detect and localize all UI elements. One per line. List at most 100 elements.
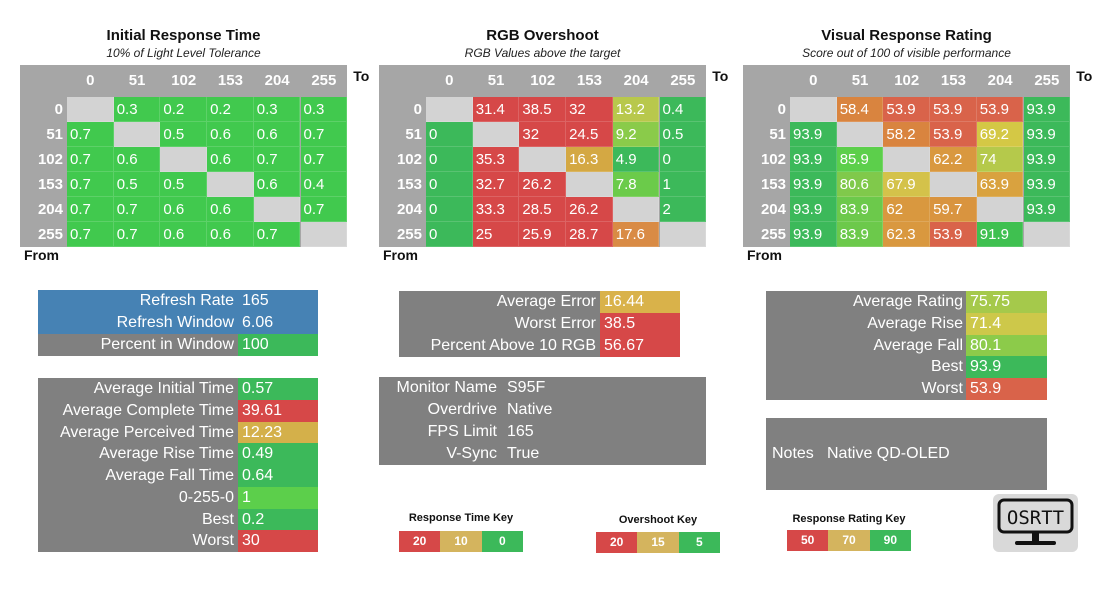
column-header: 255 [670, 72, 696, 89]
grid-title: Visual Response Rating [821, 27, 992, 44]
row-header: 153 [760, 176, 786, 193]
axis-label-to: To [353, 68, 370, 84]
stat-label: V-Sync [446, 445, 497, 462]
stat-row: Refresh Rate 165 [38, 290, 318, 312]
grid-cell: 69.2 [976, 122, 1024, 147]
stat-value: 80.1 [966, 334, 1047, 357]
grid-cell: 62.3 [883, 222, 931, 247]
grid-cell: 93.9 [1023, 122, 1071, 147]
grid-cell: 13.2 [612, 97, 660, 122]
grid-cell: 32.7 [472, 172, 520, 197]
stat-row: Overdrive Native [379, 399, 706, 421]
grid-cell-empty [1023, 222, 1071, 247]
grid-cell: 93.9 [790, 222, 837, 247]
grid-cell: 0.6 [160, 222, 208, 247]
stat-row: Average Error 16.44 [399, 291, 680, 313]
grid-cell: 58.2 [883, 122, 931, 147]
grid-cell: 0 [426, 147, 473, 172]
stat-label: Worst [921, 380, 963, 398]
color-key: 20 10 0 [399, 531, 523, 552]
stat-label: Percent Above 10 RGB [430, 337, 596, 354]
stat-value: 100 [238, 334, 318, 356]
grid-cell: 83.9 [836, 222, 884, 247]
stat-value: 0.57 [238, 378, 318, 400]
grid-cell: 53.9 [976, 97, 1024, 122]
grid-cell: 0.6 [253, 122, 301, 147]
grid-cell: 80.6 [836, 172, 884, 197]
axis-label-from: From [383, 247, 418, 263]
key-swatch: 20 [399, 531, 441, 552]
stat-label: Refresh Window [116, 314, 234, 331]
grid-cell: 0.7 [300, 122, 348, 147]
row-header: 255 [760, 226, 786, 243]
grid-cell-empty [790, 97, 837, 122]
key-swatch: 20 [596, 532, 638, 553]
stat-row: FPS Limit 165 [379, 421, 706, 443]
axis-label-from: From [747, 247, 782, 263]
key-swatch: 15 [637, 532, 679, 553]
stat-row: Average Complete Time 39.61 [38, 399, 318, 422]
grid-cell: 53.9 [930, 97, 977, 122]
grid-cell: 9.2 [612, 122, 660, 147]
row-header: 0 [54, 101, 63, 118]
row-header: 255 [396, 226, 422, 243]
grid-cell: 38.5 [519, 97, 567, 122]
grid-cell-empty [659, 222, 707, 247]
column-header: 153 [217, 72, 243, 89]
grid-cell: 0 [426, 122, 473, 147]
row-header: 153 [396, 176, 422, 193]
grid-cell: 93.9 [790, 122, 837, 147]
grid-subtitle: 10% of Light Level Tolerance [106, 46, 261, 60]
grid-cell-empty [300, 222, 348, 247]
grid-cell: 62 [883, 197, 931, 222]
stat-label: Average Rating [853, 293, 963, 310]
stat-row: Average Initial Time 0.57 [38, 378, 318, 400]
row-header: 102 [396, 151, 422, 168]
grid-cell-empty [207, 172, 254, 197]
key-title: Response Rating Key [792, 513, 906, 525]
column-header: 0 [445, 72, 454, 89]
column-header: 204 [987, 72, 1013, 89]
stat-value: 39.61 [238, 399, 318, 422]
notes-panel: Notes Native QD-OLED [766, 418, 1047, 490]
refresh-panel: Refresh Rate 165 Refresh Window 6.06 Percent… [38, 290, 318, 356]
grid-cell-empty [836, 122, 884, 147]
grid-cell: 0.2 [160, 97, 208, 122]
column-header: 204 [623, 72, 649, 89]
grid-cell: 1 [659, 172, 707, 197]
grid-title: RGB Overshoot [486, 27, 599, 44]
stat-row: Average Fall 80.1 [766, 334, 1047, 357]
grid-cell-empty [160, 147, 208, 172]
stat-value: True [507, 445, 540, 462]
stat-label: Best [930, 358, 963, 376]
grid-cell: 0 [659, 147, 707, 172]
grid-cell-empty [113, 122, 161, 147]
column-header: 102 [530, 72, 556, 89]
grid-cell: 0 [426, 222, 473, 247]
grid-cell: 32 [519, 122, 567, 147]
grid-cell: 93.9 [1023, 197, 1071, 222]
stat-row: Average Fall Time 0.64 [38, 465, 318, 487]
grid-cell: 0.7 [113, 197, 161, 222]
stat-value: 53.9 [966, 378, 1047, 400]
grid-cell: 58.4 [836, 97, 884, 122]
grid-cell: 0 [426, 172, 473, 197]
column-header: 255 [1034, 72, 1060, 89]
row-header: 102 [760, 151, 786, 168]
column-header: 51 [128, 72, 146, 89]
key-swatch: 10 [440, 531, 482, 552]
response-time-stats-panel: Average Initial Time 0.57 Average Complete… [38, 378, 318, 552]
stat-row: V-Sync True [379, 443, 706, 465]
row-header: 204 [760, 201, 786, 218]
grid-cell: 0.7 [253, 147, 301, 172]
grid-cell: 0.7 [67, 147, 114, 172]
stat-row: Best 0.2 [38, 508, 318, 531]
grid-cell: 28.7 [566, 222, 613, 247]
stat-label: Monitor Name [396, 379, 497, 396]
grid-cell: 74 [976, 147, 1024, 172]
grid-cell: 93.9 [1023, 97, 1071, 122]
grid-cell: 0.7 [67, 172, 114, 197]
stat-value: 165 [238, 290, 318, 312]
stat-value: 38.5 [600, 313, 680, 335]
grid-cell-empty [67, 97, 114, 122]
